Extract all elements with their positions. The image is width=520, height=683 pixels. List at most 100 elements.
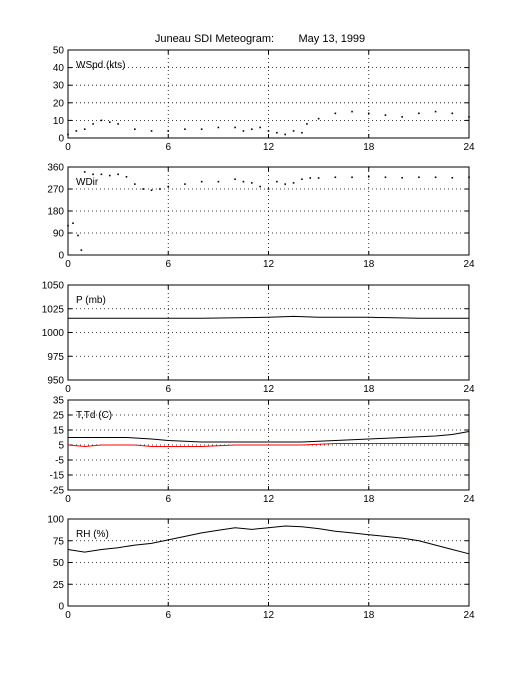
data-point bbox=[334, 176, 337, 179]
data-point bbox=[217, 180, 220, 183]
data-point bbox=[451, 176, 454, 179]
x-tick-label: 18 bbox=[363, 384, 375, 395]
y-tick-label: 1000 bbox=[42, 328, 65, 339]
data-point bbox=[83, 171, 86, 173]
y-tick-label: 1050 bbox=[42, 281, 65, 292]
panel-2: 0 6 12 18 24 0 90 180 270 360 WDir bbox=[47, 163, 475, 271]
data-point bbox=[317, 177, 320, 179]
data-point bbox=[384, 176, 387, 179]
x-tick-label: 12 bbox=[263, 384, 275, 395]
x-tick-label: 24 bbox=[463, 142, 475, 153]
panel-label: P (mb) bbox=[76, 295, 106, 306]
data-point bbox=[434, 176, 437, 179]
data-point bbox=[284, 133, 287, 136]
y-tick-label: 0 bbox=[58, 251, 64, 262]
title-text: Juneau SDI Meteogram: bbox=[154, 33, 275, 45]
y-tick-label: 25 bbox=[53, 580, 65, 591]
x-tick-label: 0 bbox=[65, 142, 71, 153]
x-tick-label: 6 bbox=[165, 259, 171, 270]
data-point bbox=[242, 180, 245, 183]
y-tick-label: 270 bbox=[47, 185, 64, 196]
data-point bbox=[159, 188, 161, 190]
data-point bbox=[150, 189, 153, 192]
data-point bbox=[234, 126, 236, 129]
x-tick-label: 18 bbox=[363, 259, 375, 270]
data-point bbox=[134, 128, 136, 130]
data-point bbox=[250, 182, 253, 184]
data-point bbox=[351, 176, 353, 179]
x-tick-label: 6 bbox=[165, 610, 171, 621]
data-point bbox=[434, 110, 437, 113]
data-point bbox=[250, 128, 253, 130]
data-point bbox=[351, 110, 353, 113]
data-point bbox=[134, 183, 136, 185]
series-2-line bbox=[67, 443, 469, 448]
series-1 bbox=[67, 110, 470, 136]
data-point bbox=[367, 112, 370, 115]
data-point bbox=[468, 116, 470, 118]
y-tick-label: 90 bbox=[53, 229, 65, 240]
data-point bbox=[67, 224, 69, 227]
panel-1: 0 6 12 18 24 0 10 20 30 40 50 WSpd (kts) bbox=[53, 46, 475, 154]
x-tick-label: 24 bbox=[463, 384, 475, 395]
data-point bbox=[401, 176, 403, 179]
data-point bbox=[384, 114, 387, 116]
y-tick-label: 40 bbox=[53, 63, 65, 74]
data-point bbox=[150, 130, 153, 132]
y-tick-label: 50 bbox=[53, 46, 65, 57]
panel-label: WSpd (kts) bbox=[76, 60, 125, 71]
data-point bbox=[418, 176, 420, 179]
data-point bbox=[92, 173, 94, 176]
y-tick-label: 100 bbox=[47, 515, 64, 526]
data-point bbox=[367, 175, 370, 178]
figure-title: Juneau SDI Meteogram: May 13, 1999 bbox=[0, 33, 520, 45]
panel-label: T,Td (C) bbox=[76, 410, 112, 421]
data-point bbox=[242, 130, 245, 132]
data-point bbox=[301, 178, 303, 181]
data-point bbox=[292, 182, 295, 184]
data-point bbox=[276, 131, 278, 134]
data-point bbox=[200, 180, 203, 183]
y-tick-label: -15 bbox=[50, 471, 65, 482]
y-tick-label: 15 bbox=[53, 426, 65, 437]
data-point bbox=[301, 131, 303, 134]
data-point bbox=[108, 174, 111, 177]
data-point bbox=[217, 126, 220, 129]
y-tick-label: 950 bbox=[47, 376, 64, 387]
data-point bbox=[92, 123, 94, 125]
data-point bbox=[117, 123, 119, 125]
panel-4: 0 6 12 18 24 -25 -15 -5 5 15 25 35 T,Td (C) bbox=[50, 396, 475, 506]
data-point bbox=[167, 130, 170, 132]
x-tick-label: 18 bbox=[363, 610, 375, 621]
y-tick-label: 35 bbox=[53, 396, 65, 407]
y-tick-label: 180 bbox=[47, 207, 64, 218]
data-point bbox=[184, 183, 186, 185]
data-point bbox=[292, 130, 295, 132]
x-tick-label: 18 bbox=[363, 494, 375, 505]
data-point bbox=[184, 128, 186, 130]
x-tick-label: 18 bbox=[363, 142, 375, 153]
x-tick-label: 6 bbox=[165, 494, 171, 505]
data-point bbox=[67, 133, 69, 136]
y-tick-label: -5 bbox=[55, 456, 64, 467]
data-point bbox=[259, 126, 261, 129]
data-point bbox=[234, 178, 236, 181]
data-point bbox=[117, 173, 119, 176]
series-1-line bbox=[68, 431, 470, 443]
data-point bbox=[267, 188, 270, 190]
panel-label: WDir bbox=[76, 177, 99, 188]
y-tick-label: 25 bbox=[53, 411, 65, 422]
x-tick-label: 12 bbox=[263, 610, 275, 621]
y-tick-label: 50 bbox=[53, 558, 65, 569]
data-point bbox=[259, 185, 261, 188]
data-point bbox=[200, 128, 203, 130]
x-tick-label: 0 bbox=[65, 384, 71, 395]
x-tick-label: 12 bbox=[263, 494, 275, 505]
x-tick-label: 0 bbox=[65, 259, 71, 270]
y-tick-label: 975 bbox=[47, 352, 64, 363]
y-tick-label: 0 bbox=[58, 602, 64, 613]
data-point bbox=[276, 180, 278, 183]
x-tick-label: 24 bbox=[463, 610, 475, 621]
